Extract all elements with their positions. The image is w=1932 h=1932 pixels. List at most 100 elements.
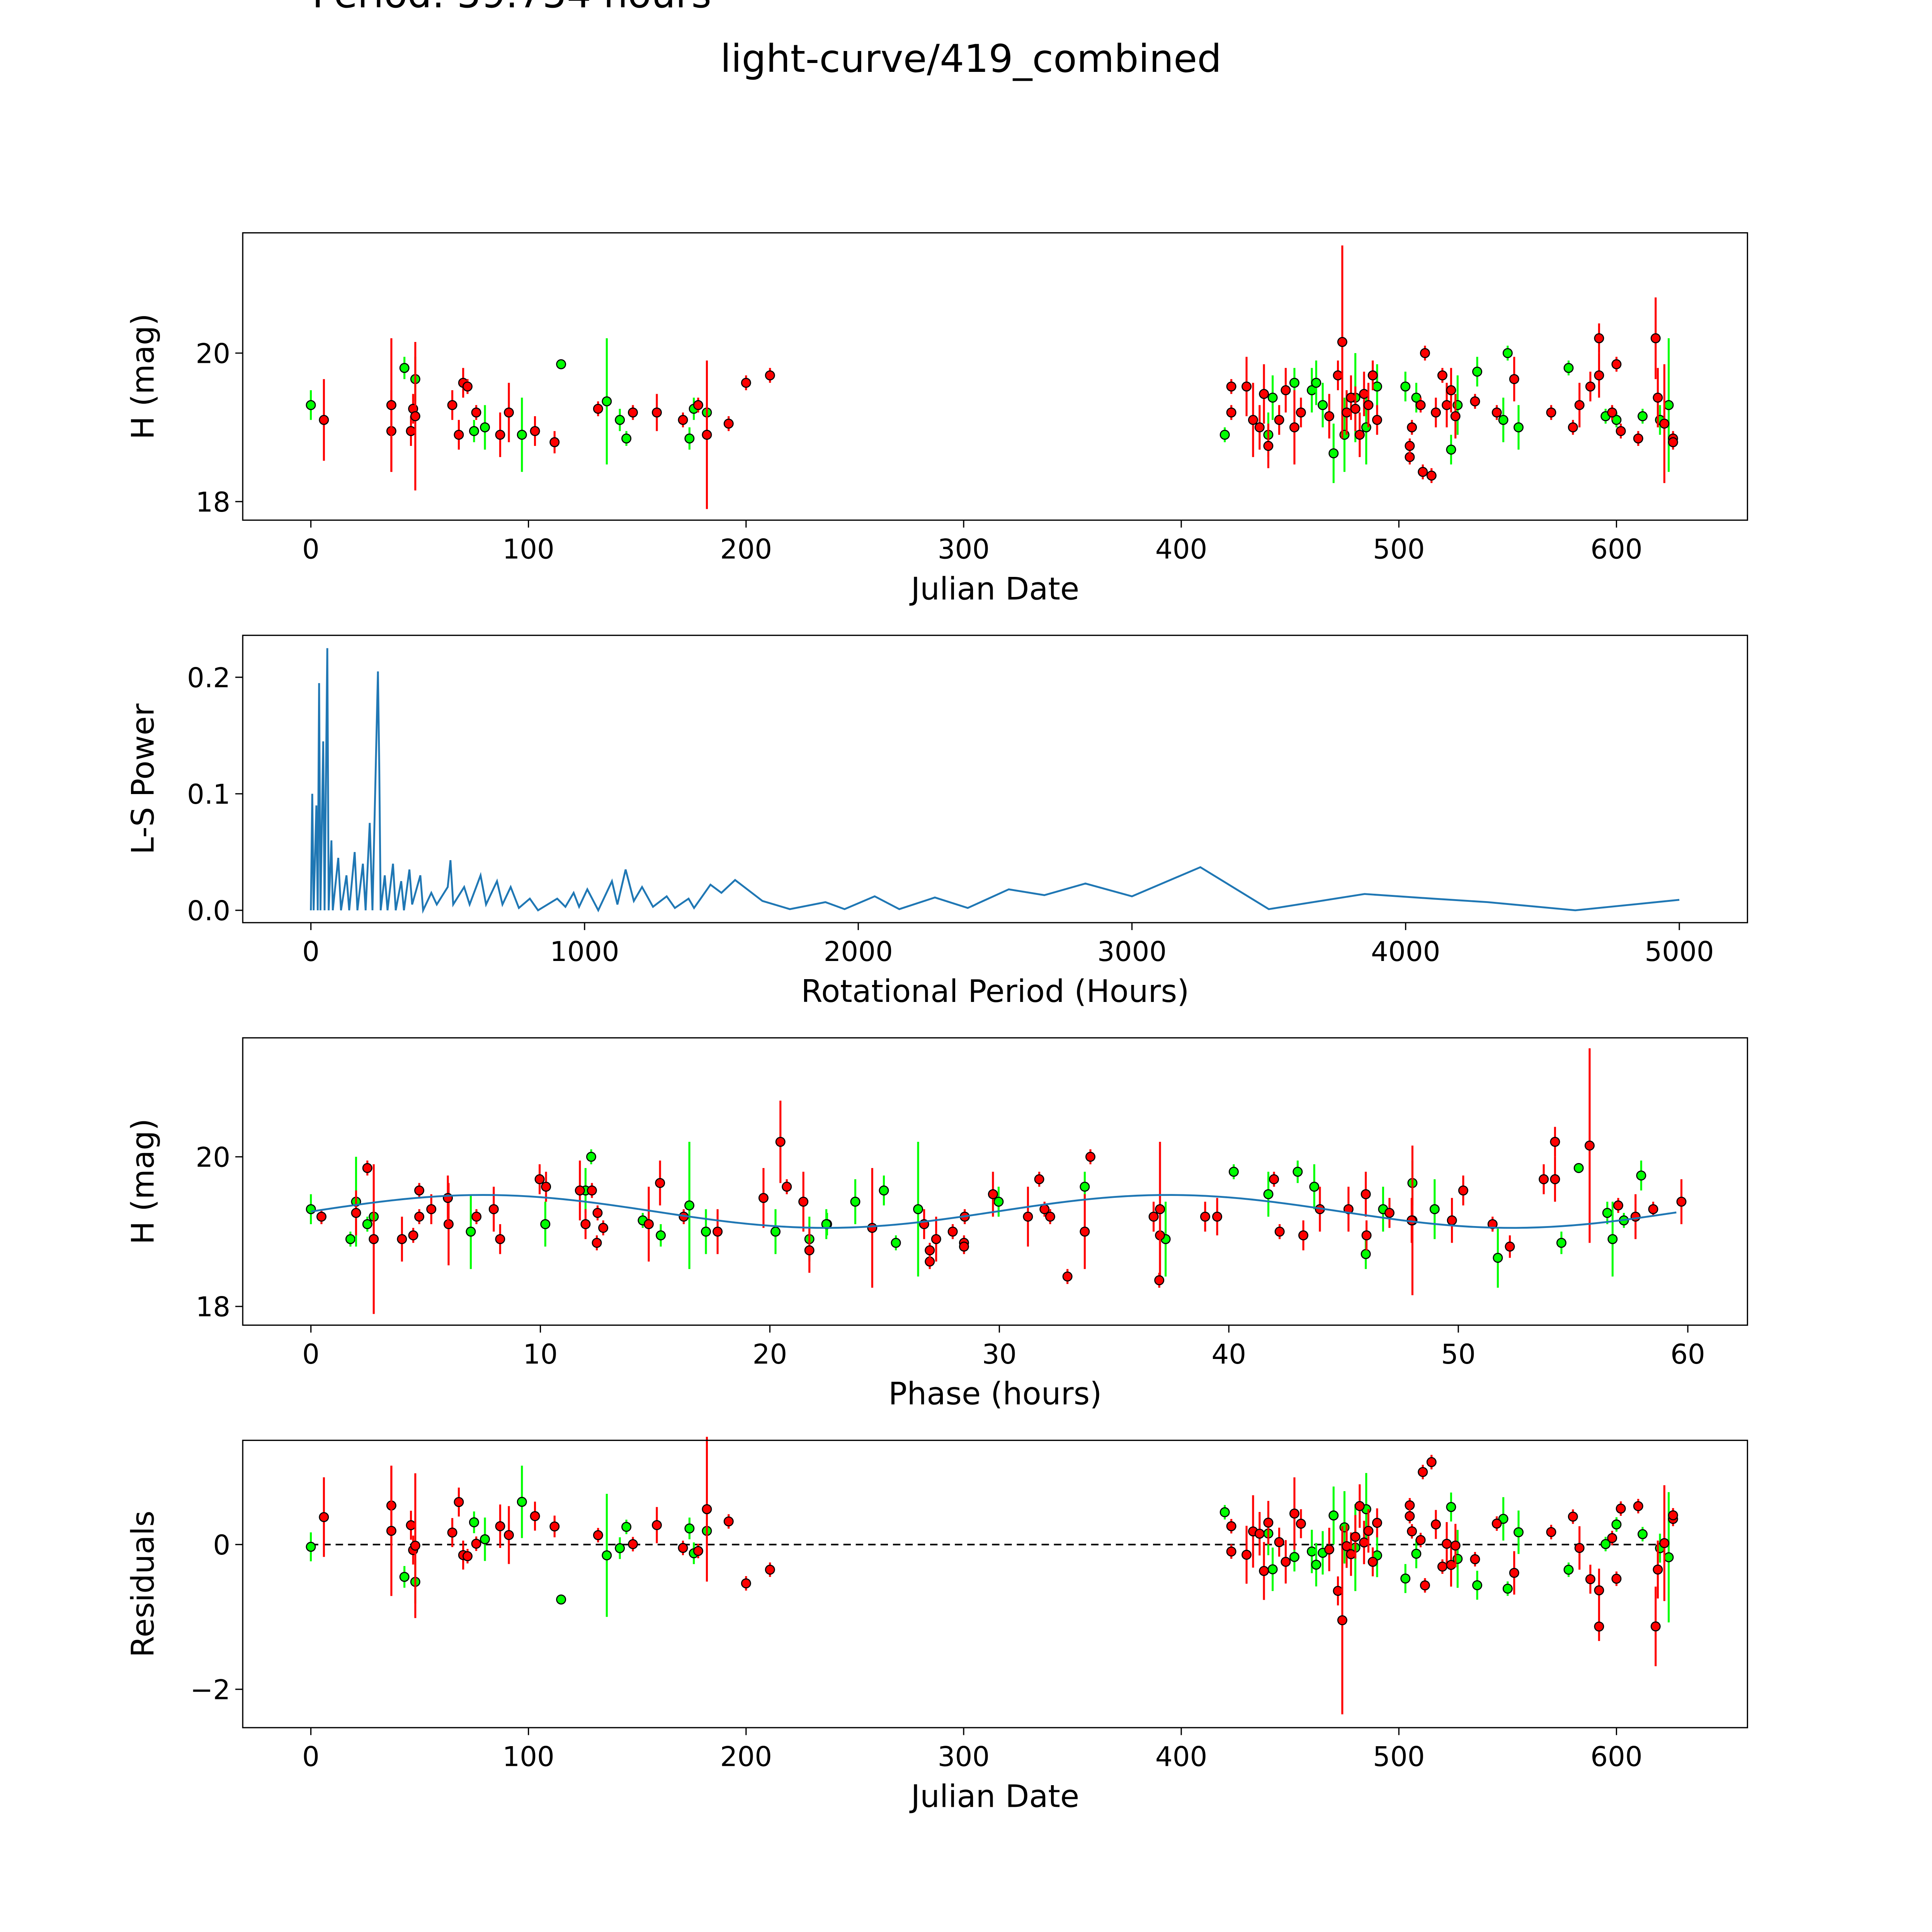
- data-point: [1367, 370, 1378, 381]
- data-point: [1550, 1137, 1560, 1147]
- data-point: [621, 1522, 632, 1532]
- data-point: [462, 381, 473, 392]
- data-point: [1080, 1226, 1090, 1237]
- data-point: [1346, 1549, 1356, 1560]
- data-point: [386, 1526, 396, 1536]
- data-point: [345, 1234, 355, 1244]
- data-point: [580, 1219, 591, 1230]
- data-point: [1034, 1174, 1044, 1184]
- data-point: [1668, 437, 1678, 447]
- data-point: [1470, 1554, 1480, 1565]
- data-point: [1568, 422, 1578, 432]
- data-point: [1514, 1527, 1524, 1537]
- data-point: [406, 426, 416, 436]
- data-point: [1274, 1226, 1285, 1237]
- data-point: [1602, 1208, 1612, 1218]
- data-point: [414, 1185, 425, 1196]
- data-point: [765, 1565, 775, 1575]
- data-point: [651, 1520, 662, 1530]
- data-point: [469, 1517, 479, 1527]
- data-point: [593, 403, 603, 414]
- data-point: [1372, 1518, 1382, 1528]
- data-point: [1226, 1521, 1236, 1531]
- data-point: [471, 1211, 482, 1222]
- data-point: [1342, 407, 1352, 418]
- data-point: [406, 1520, 416, 1531]
- data-point: [1607, 1234, 1618, 1244]
- data-point: [369, 1234, 379, 1244]
- data-point: [1274, 415, 1284, 425]
- data-point: [1546, 1527, 1556, 1537]
- x-tick-label: 0: [302, 1741, 320, 1773]
- data-point: [1420, 1580, 1430, 1590]
- data-point: [1574, 1543, 1585, 1553]
- x-axis-label: Rotational Period (Hours): [801, 973, 1189, 1009]
- data-point: [1659, 1538, 1670, 1548]
- data-point: [426, 1204, 437, 1214]
- y-tick-label: 0.2: [187, 662, 230, 694]
- data-point: [1492, 407, 1502, 418]
- data-point: [867, 1223, 878, 1233]
- data-point: [1324, 1544, 1335, 1555]
- data-point: [1148, 1211, 1159, 1222]
- data-point: [1442, 400, 1452, 410]
- data-point: [1085, 1151, 1095, 1162]
- data-point: [678, 1543, 688, 1553]
- data-point: [447, 400, 457, 410]
- data-point: [1568, 1512, 1578, 1522]
- data-point: [1405, 1500, 1415, 1510]
- x-tick-label: 30: [982, 1338, 1017, 1370]
- data-point: [488, 1204, 499, 1214]
- model-curve: [311, 1194, 1677, 1229]
- data-point: [362, 1219, 372, 1230]
- data-point: [1226, 1546, 1236, 1557]
- data-point: [656, 1230, 666, 1241]
- data-point: [1254, 422, 1265, 432]
- data-point: [1289, 378, 1299, 388]
- data-point: [684, 1200, 695, 1211]
- data-point: [593, 1530, 603, 1541]
- data-point: [1514, 422, 1524, 432]
- data-point: [399, 1571, 410, 1582]
- data-point: [495, 430, 505, 440]
- data-point: [1616, 1503, 1626, 1514]
- data-point: [1363, 400, 1374, 410]
- data-point: [549, 1521, 560, 1532]
- x-tick-label: 400: [1155, 1741, 1208, 1773]
- y-tick-label: −2: [190, 1674, 230, 1706]
- data-point: [993, 1196, 1004, 1207]
- data-point: [1293, 1167, 1303, 1177]
- data-point: [1415, 400, 1426, 410]
- data-point: [1573, 1163, 1584, 1173]
- data-point: [1155, 1204, 1165, 1214]
- data-point: [1611, 1573, 1622, 1584]
- data-point: [471, 1539, 481, 1549]
- data-point: [1502, 348, 1513, 358]
- data-point: [621, 433, 632, 444]
- data-point: [1446, 444, 1456, 455]
- plot-marks: [306, 1048, 1687, 1314]
- periodogram-line: [310, 648, 1680, 914]
- data-point: [1200, 1211, 1210, 1222]
- data-point: [1446, 1560, 1456, 1570]
- plot-frame: [242, 634, 1748, 923]
- data-point: [1219, 430, 1230, 440]
- x-tick-label: 500: [1373, 534, 1425, 565]
- data-point: [1650, 333, 1661, 344]
- data-point: [399, 363, 410, 373]
- data-point: [1594, 333, 1604, 344]
- x-tick-label: 5000: [1645, 936, 1714, 968]
- data-point: [1333, 370, 1343, 381]
- data-point: [651, 407, 662, 418]
- data-point: [1594, 1621, 1604, 1632]
- data-point: [1263, 441, 1274, 451]
- data-point: [1426, 470, 1437, 481]
- data-point: [503, 407, 514, 418]
- data-point: [1407, 422, 1417, 432]
- data-point: [1472, 366, 1482, 377]
- data-point: [713, 1226, 723, 1237]
- x-axis-label: Julian Date: [909, 571, 1079, 607]
- data-point: [306, 1542, 316, 1552]
- data-point: [1367, 1557, 1378, 1567]
